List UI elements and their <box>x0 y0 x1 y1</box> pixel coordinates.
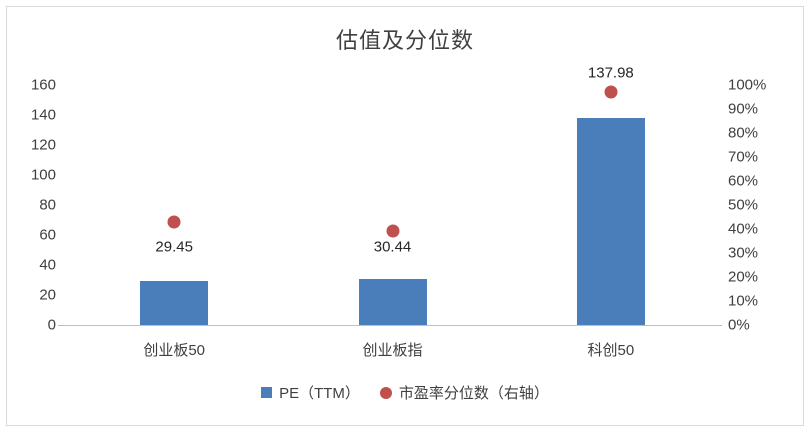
percentile-point <box>604 85 618 99</box>
right-axis-tick-label: 60% <box>728 172 759 190</box>
bar-data-label: 30.44 <box>373 238 412 256</box>
left-axis-tick-label: 140 <box>30 106 56 124</box>
bar-pe-ttm <box>140 280 209 325</box>
legend-item: PE（TTM） <box>261 382 360 403</box>
right-axis-tick-label: 20% <box>728 268 759 286</box>
x-axis-line <box>58 325 722 326</box>
plot-area: 29.45 30.44 137.98 <box>65 65 720 325</box>
bar-data-label: 29.45 <box>155 238 193 256</box>
percentile-point <box>386 224 399 238</box>
percentile-point <box>167 215 181 229</box>
bar-pe-ttm <box>358 279 427 325</box>
legend-square-marker <box>261 387 273 398</box>
right-axis-tick-label: 30% <box>728 244 759 262</box>
category-label: 创业板指 <box>362 342 423 359</box>
right-axis-tick-label: 90% <box>728 100 759 118</box>
legend-circle-marker <box>379 386 392 399</box>
category-axis: 创业板50 创业板指 科创50 <box>65 342 720 362</box>
right-axis-tick-label: 100% <box>728 76 767 94</box>
legend-label: PE（TTM） <box>279 385 360 402</box>
legend: PE（TTM） 市盈率分位数（右轴） <box>0 382 810 403</box>
left-axis-tick-label: 0 <box>47 316 56 334</box>
left-axis-tick-label: 100 <box>30 166 56 184</box>
right-axis-tick-label: 10% <box>728 292 759 310</box>
right-axis-tick-label: 50% <box>728 196 759 214</box>
category-label: 创业板50 <box>143 342 205 359</box>
bar-pe-ttm <box>576 118 645 325</box>
right-axis: 0% 10% 20% 30% 40% 50% 60% 70% 80% 90% 100% <box>728 77 792 334</box>
right-axis-tick-label: 80% <box>728 124 759 142</box>
left-axis-tick-label: 40 <box>39 256 56 274</box>
right-axis-tick-label: 0% <box>728 316 750 334</box>
chart-title: 估值及分位数 <box>335 28 474 53</box>
left-axis-tick-label: 60 <box>39 226 56 244</box>
category-label: 科创50 <box>587 342 635 359</box>
right-axis-tick-label: 40% <box>728 220 759 238</box>
bar-data-label: 137.98 <box>587 64 634 82</box>
legend-item: 市盈率分位数（右轴） <box>379 382 549 403</box>
left-axis-tick-label: 80 <box>39 196 56 214</box>
left-axis-tick-label: 20 <box>39 286 56 304</box>
legend-label: 市盈率分位数（右轴） <box>398 385 549 402</box>
left-axis: 0 20 40 60 80 100 120 140 160 <box>8 77 56 334</box>
left-axis-tick-label: 120 <box>30 136 56 154</box>
right-axis-tick-label: 70% <box>728 148 759 166</box>
left-axis-tick-label: 160 <box>30 76 56 94</box>
